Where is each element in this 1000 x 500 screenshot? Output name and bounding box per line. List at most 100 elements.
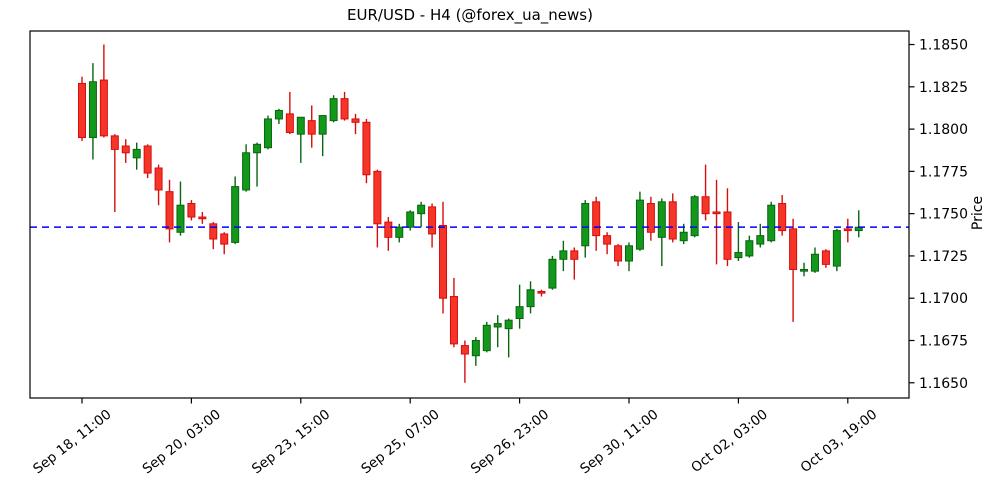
candle-up xyxy=(745,235,754,258)
candle-body xyxy=(614,245,623,262)
candle-down xyxy=(351,113,360,135)
candle-down xyxy=(570,247,579,280)
candle-down xyxy=(449,277,458,348)
candle-up xyxy=(132,142,141,170)
candle-body xyxy=(723,211,732,260)
candle-body xyxy=(165,191,174,230)
candle-down xyxy=(646,196,655,241)
x-tick-label: Sep 20, 03:00 xyxy=(140,407,224,478)
candle-body xyxy=(657,201,666,238)
candle-down xyxy=(165,179,174,243)
candle-up xyxy=(88,63,97,160)
candle-up xyxy=(800,262,809,277)
x-tick-label: Sep 26, 23:00 xyxy=(468,407,552,478)
candle-up xyxy=(329,95,338,123)
y-tick-label: 1.1825 xyxy=(919,80,968,96)
candle-up xyxy=(810,247,819,273)
candle-body xyxy=(307,120,316,135)
candle-up xyxy=(832,228,841,272)
plot-border xyxy=(29,30,910,399)
candle-body xyxy=(318,115,327,135)
candle-body xyxy=(187,203,196,218)
y-tick-label: 1.1725 xyxy=(919,249,968,265)
x-tick-label: Sep 23, 15:00 xyxy=(249,407,333,478)
candle-body xyxy=(242,152,251,191)
candle-down xyxy=(778,195,787,236)
candle-body xyxy=(220,233,229,245)
candle-body xyxy=(734,252,743,259)
candle-body xyxy=(603,235,612,245)
candle-down xyxy=(614,244,623,267)
candle-body xyxy=(756,235,765,245)
candle-body xyxy=(668,201,677,240)
y-tick-label: 1.1800 xyxy=(919,122,968,138)
candle-up xyxy=(482,321,491,353)
candle-up xyxy=(635,191,644,251)
candle-down xyxy=(143,144,152,179)
candle-down xyxy=(99,44,108,138)
candle-down xyxy=(384,217,393,251)
candle-body xyxy=(209,223,218,240)
candle-body xyxy=(767,204,776,242)
candle-down xyxy=(187,200,196,221)
candle-body xyxy=(646,203,655,233)
candle-up xyxy=(504,318,513,358)
candle-body xyxy=(548,258,557,289)
y-axis-label: Price xyxy=(970,195,986,231)
candle-up xyxy=(253,142,262,187)
candle-up xyxy=(690,195,699,238)
candle-body xyxy=(198,216,207,220)
candle-down xyxy=(154,164,163,206)
candle-down xyxy=(340,91,349,121)
candle-body xyxy=(439,224,448,299)
candle-body xyxy=(482,324,491,352)
candle-down xyxy=(439,201,448,314)
candle-body xyxy=(384,221,393,238)
candle-up xyxy=(526,281,535,314)
candle-body xyxy=(296,116,305,135)
candle-up xyxy=(417,201,426,228)
candle-body xyxy=(493,323,502,328)
candle-up xyxy=(231,176,240,245)
candle-up xyxy=(242,144,251,192)
y-tick-label: 1.1750 xyxy=(919,207,968,223)
candle-body xyxy=(121,145,130,154)
candle-down xyxy=(362,118,371,184)
candle-up xyxy=(734,222,743,262)
candle-body xyxy=(154,167,163,191)
x-tick-label: Oct 03, 19:00 xyxy=(798,407,881,476)
candle-up xyxy=(274,108,283,125)
candle-body xyxy=(821,250,830,265)
candle-body xyxy=(701,196,710,215)
candle-down xyxy=(220,232,229,255)
candle-body xyxy=(88,81,97,139)
candle-up xyxy=(493,315,502,348)
candle-body xyxy=(843,228,852,232)
candle-down xyxy=(592,196,601,251)
candle-body xyxy=(515,306,524,320)
candle-body xyxy=(340,98,349,120)
candle-body xyxy=(253,143,262,154)
chart-title: EUR/USD - H4 (@forex_ua_news) xyxy=(347,6,593,24)
candle-body xyxy=(778,203,787,232)
candle-body xyxy=(471,339,480,357)
candle-body xyxy=(800,268,809,272)
candle-body xyxy=(263,118,272,149)
candle-body xyxy=(789,228,798,270)
candle-body xyxy=(460,345,469,355)
candle-body xyxy=(274,109,283,120)
candle-body xyxy=(559,250,568,260)
x-tick-label: Sep 25, 07:00 xyxy=(358,407,442,478)
candle-up xyxy=(625,242,633,272)
candle-body xyxy=(99,79,108,137)
candle-down xyxy=(668,193,677,243)
candle-body xyxy=(635,199,644,250)
candle-down xyxy=(712,179,721,265)
candle-up xyxy=(395,223,404,243)
candle-down xyxy=(78,76,86,141)
candle-down xyxy=(460,340,469,383)
candle-body xyxy=(526,289,535,308)
candle-down xyxy=(373,169,382,248)
candle-body xyxy=(581,203,590,247)
